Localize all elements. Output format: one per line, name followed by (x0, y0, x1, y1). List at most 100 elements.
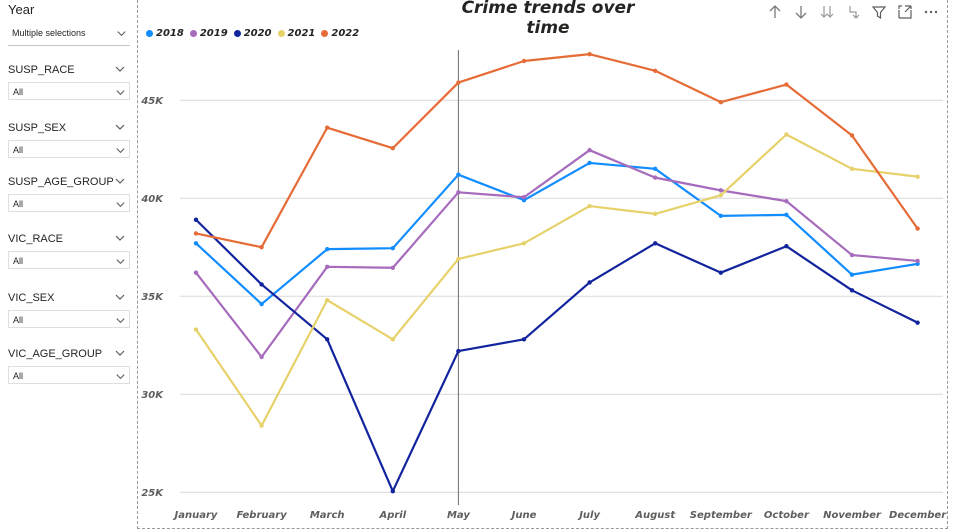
y-tick-label: 25K (141, 488, 164, 499)
arrow-up-icon[interactable] (765, 2, 785, 22)
chevron-down-icon[interactable] (115, 255, 126, 266)
data-point-2022 (193, 231, 199, 236)
data-point-2018 (718, 213, 723, 219)
data-point-2020 (849, 288, 855, 293)
data-point-2019 (521, 195, 527, 200)
data-point-2018 (587, 160, 592, 166)
slicer-title-label: VIC_SEX (8, 292, 55, 304)
x-tick-label: July (577, 510, 600, 521)
slicer-pane: Year Multiple selections SUSP_RACE All SUSP_… (0, 0, 136, 532)
data-point-2022 (325, 125, 330, 130)
data-point-2018 (456, 172, 461, 177)
data-point-2021 (718, 193, 723, 198)
data-point-2020 (784, 244, 789, 249)
data-point-2022 (653, 68, 658, 74)
legend-item-2020[interactable]: 2020 (233, 26, 272, 40)
data-point-2019 (325, 264, 330, 269)
expand-hierarchy-icon[interactable] (843, 2, 863, 22)
more-options-icon[interactable] (921, 2, 941, 22)
chevron-down-icon[interactable] (115, 198, 126, 209)
chevron-down-icon[interactable] (114, 232, 126, 244)
chevron-down-icon[interactable] (114, 291, 126, 303)
line-chart-visual[interactable]: Crime trends over time 2018 2019 2020 2021 2… (137, 0, 948, 529)
line-chart: 25K 30K 35K 40K 45K January February March April… (140, 50, 947, 521)
slicer-title-label: VIC_RACE (8, 233, 64, 245)
drill-down-all-icon[interactable] (817, 2, 837, 22)
legend-label: 2019 (199, 27, 228, 39)
slicer-title-label: Year (8, 2, 35, 17)
slicer-dropdown[interactable]: All (8, 366, 130, 384)
legend-marker (146, 29, 153, 37)
data-point-2018 (193, 241, 199, 246)
data-point-2021 (390, 337, 395, 342)
legend-marker (321, 29, 329, 37)
slicer-value: All (13, 199, 24, 209)
y-tick-label: 45K (140, 96, 164, 107)
x-tick-label: April (378, 510, 406, 521)
slicer-title[interactable]: VIC_AGE_GROUP (8, 346, 130, 362)
x-tick-label: May (447, 510, 470, 521)
chevron-down-icon[interactable] (114, 347, 126, 359)
slicer-value: All (13, 256, 24, 266)
data-point-2021 (521, 241, 527, 246)
chevron-down-icon[interactable] (114, 63, 126, 75)
data-point-2020 (390, 489, 395, 494)
slicer-dropdown[interactable]: All (8, 251, 130, 269)
slicer-year: Year Multiple selections (8, 2, 130, 46)
data-point-2022 (587, 51, 592, 57)
slicer-title[interactable]: Year (8, 2, 130, 18)
data-point-2021 (784, 132, 789, 137)
data-point-2022 (784, 82, 789, 87)
data-point-2020 (915, 320, 920, 325)
y-tick-label: 35K (141, 292, 164, 303)
data-point-2019 (915, 258, 920, 264)
x-tick-label: January (173, 510, 218, 521)
slicer-title[interactable]: SUSP_AGE_GROUP (8, 174, 130, 190)
slicer-title-label: SUSP_RACE (8, 64, 75, 76)
chevron-down-icon[interactable] (115, 86, 126, 97)
legend-marker (277, 29, 285, 37)
legend-item-2021[interactable]: 2021 (277, 26, 315, 40)
chevron-down-icon[interactable] (116, 27, 127, 38)
series-line-2021 (195, 133, 918, 427)
data-point-2022 (390, 146, 395, 151)
focus-mode-icon[interactable] (895, 2, 915, 22)
arrow-down-icon[interactable] (791, 2, 811, 22)
chevron-down-icon[interactable] (114, 175, 126, 187)
slicer-title[interactable]: VIC_SEX (8, 290, 130, 306)
data-point-2019 (259, 354, 264, 360)
slicer-title[interactable]: SUSP_SEX (8, 120, 130, 136)
legend-item-2022[interactable]: 2022 (321, 26, 359, 40)
slicer-dropdown[interactable]: All (8, 140, 130, 158)
slicer-dropdown[interactable]: All (8, 82, 130, 100)
data-point-2020 (718, 270, 723, 275)
chevron-down-icon[interactable] (115, 370, 126, 381)
data-point-2019 (784, 198, 789, 204)
slicer-dropdown[interactable]: All (8, 310, 130, 328)
x-tick-label: February (236, 510, 287, 521)
data-point-2021 (193, 327, 199, 332)
data-point-2018 (325, 246, 330, 252)
legend-item-2018[interactable]: 2018 (146, 26, 184, 40)
data-point-2020 (653, 241, 658, 246)
slicer-dropdown[interactable]: Multiple selections (8, 24, 130, 42)
slicer-title[interactable]: SUSP_RACE (8, 62, 130, 78)
x-tick-label: December (889, 510, 947, 521)
x-tick-label: August (634, 510, 676, 521)
x-tick-label: June (510, 510, 537, 521)
data-point-2018 (653, 166, 658, 171)
data-point-2020 (259, 282, 264, 287)
slicer-dropdown[interactable]: All (8, 194, 130, 212)
data-point-2020 (325, 337, 330, 342)
chevron-down-icon[interactable] (114, 121, 126, 133)
chevron-down-icon[interactable] (115, 314, 126, 325)
filter-icon[interactable] (869, 2, 889, 22)
legend-item-2019[interactable]: 2019 (189, 26, 228, 40)
slicer-title[interactable]: VIC_RACE (8, 231, 130, 247)
visual-header-toolbar (765, 2, 941, 22)
chevron-down-icon[interactable] (115, 144, 126, 155)
x-tick-label: November (823, 510, 882, 521)
legend-marker (189, 29, 197, 37)
x-tick-label: March (310, 510, 345, 521)
series-line-2022 (195, 53, 919, 249)
